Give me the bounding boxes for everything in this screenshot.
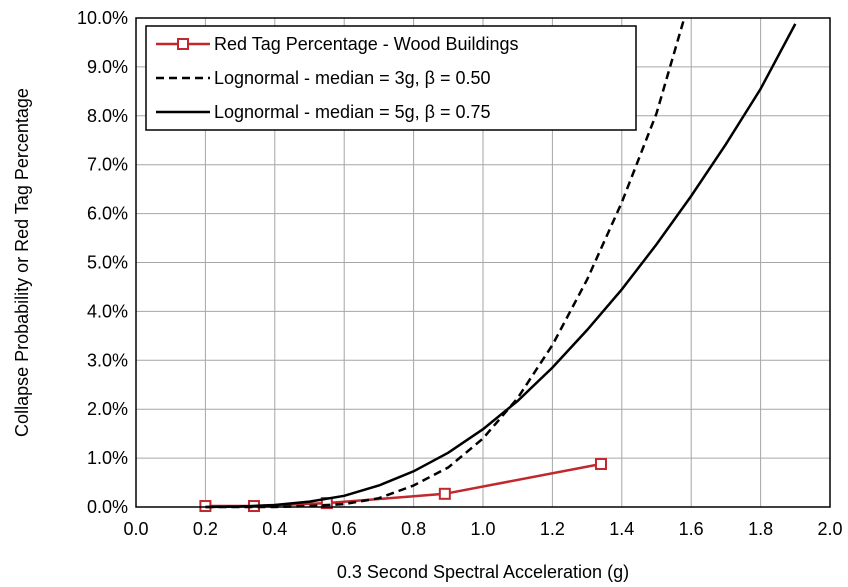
x-tick-labels: 0.0 0.2 0.4 0.6 0.8 1.0 1.2 1.4 1.6 1.8 2.0	[123, 519, 842, 539]
y-tick-label: 2.0%	[87, 399, 128, 419]
x-tick-label: 1.6	[679, 519, 704, 539]
legend-label-2: Lognormal - median = 5g, β = 0.75	[214, 102, 491, 122]
plot-area-frame	[135, 17, 831, 508]
legend: Red Tag Percentage - Wood Buildings Logno…	[145, 25, 637, 131]
x-tick-label: 0.4	[262, 519, 287, 539]
x-tick-label: 1.4	[609, 519, 634, 539]
y-tick-label: 3.0%	[87, 350, 128, 370]
y-tick-label: 10.0%	[77, 8, 128, 28]
y-tick-label: 1.0%	[87, 448, 128, 468]
y-tick-label: 7.0%	[87, 155, 128, 175]
y-tick-labels: 0.0% 1.0% 2.0% 3.0% 4.0% 5.0% 6.0% 7.0% 8.0% 9.0%…	[77, 8, 128, 517]
data-point-marker	[438, 487, 451, 500]
legend-label-0: Red Tag Percentage - Wood Buildings	[214, 34, 519, 54]
legend-box	[145, 25, 637, 131]
series-line-2	[205, 23, 797, 509]
x-axis-title: 0.3 Second Spectral Acceleration (g)	[337, 562, 629, 582]
y-tick-label: 8.0%	[87, 106, 128, 126]
y-axis-title: Collapse Probability or Red Tag Percenta…	[12, 88, 32, 437]
x-tick-label: 1.8	[748, 519, 773, 539]
x-tick-label: 2.0	[817, 519, 842, 539]
y-tick-label: 4.0%	[87, 301, 128, 321]
x-tick-label: 0.6	[332, 519, 357, 539]
y-tick-label: 5.0%	[87, 253, 128, 273]
legend-label-1: Lognormal - median = 3g, β = 0.50	[214, 68, 491, 88]
legend-marker	[177, 38, 189, 50]
x-tick-label: 1.2	[540, 519, 565, 539]
x-tick-label: 0.2	[193, 519, 218, 539]
y-tick-label: 9.0%	[87, 57, 128, 77]
y-tick-label: 0.0%	[87, 497, 128, 517]
x-tick-label: 0.8	[401, 519, 426, 539]
data-point-marker	[594, 457, 607, 470]
x-tick-label: 0.0	[123, 519, 148, 539]
y-tick-label: 6.0%	[87, 204, 128, 224]
x-tick-label: 1.0	[470, 519, 495, 539]
